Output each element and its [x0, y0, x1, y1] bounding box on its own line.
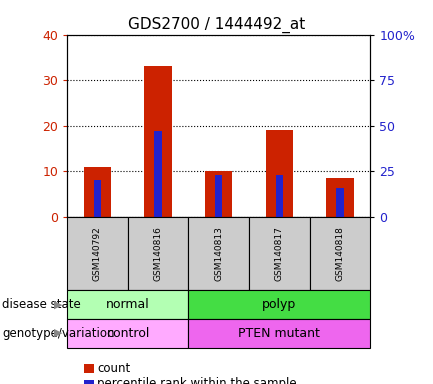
Text: ▶: ▶: [54, 299, 63, 310]
Text: polyp: polyp: [262, 298, 297, 311]
Text: PTEN mutant: PTEN mutant: [238, 327, 320, 339]
Bar: [155, 131, 162, 217]
Text: disease state: disease state: [2, 298, 81, 311]
Text: normal: normal: [106, 298, 150, 311]
Bar: [94, 180, 101, 217]
Bar: [276, 175, 283, 217]
Bar: [205, 171, 233, 217]
Text: GSM140813: GSM140813: [214, 226, 223, 281]
Bar: [84, 167, 111, 217]
Text: GDS2700 / 1444492_at: GDS2700 / 1444492_at: [128, 17, 305, 33]
Text: genotype/variation: genotype/variation: [2, 327, 115, 339]
Text: count: count: [97, 362, 131, 375]
Text: GSM140817: GSM140817: [275, 226, 284, 281]
Bar: [326, 178, 353, 217]
Text: GSM140792: GSM140792: [93, 226, 102, 281]
Text: percentile rank within the sample: percentile rank within the sample: [97, 377, 297, 384]
Text: control: control: [106, 327, 149, 339]
Text: GSM140818: GSM140818: [336, 226, 344, 281]
Text: ▶: ▶: [54, 328, 63, 338]
Bar: [336, 188, 343, 217]
Bar: [215, 175, 222, 217]
Bar: [144, 66, 171, 217]
Text: GSM140816: GSM140816: [154, 226, 162, 281]
Bar: [265, 130, 293, 217]
